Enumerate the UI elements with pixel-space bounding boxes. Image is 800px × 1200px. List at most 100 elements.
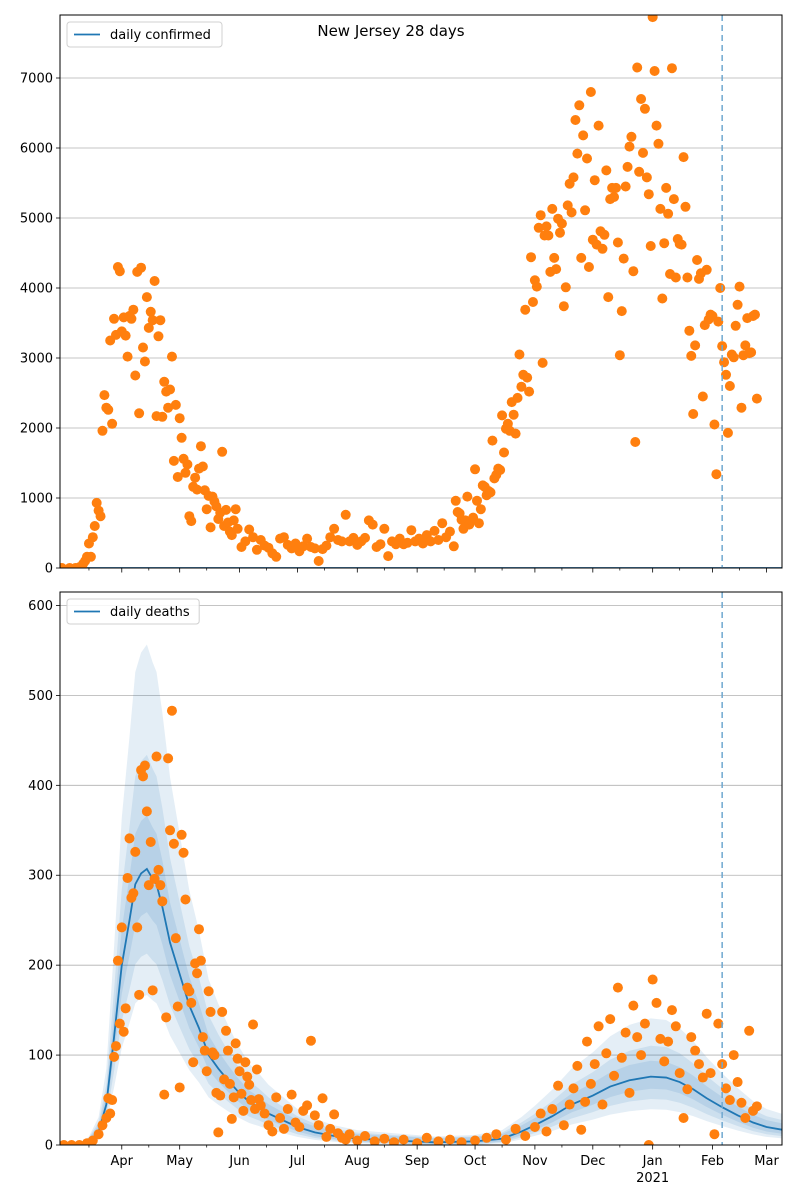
data-point bbox=[166, 351, 177, 362]
data-point bbox=[721, 1083, 732, 1094]
data-point bbox=[616, 1052, 627, 1063]
data-point bbox=[576, 1124, 587, 1135]
data-point bbox=[636, 94, 647, 104]
legend-box bbox=[66, 21, 223, 48]
data-point bbox=[585, 1078, 596, 1089]
data-point bbox=[508, 409, 519, 420]
data-point bbox=[128, 888, 139, 899]
data-point bbox=[574, 100, 585, 111]
chart-title: New Jersey 28 days bbox=[317, 22, 464, 40]
data-point bbox=[228, 1092, 239, 1103]
data-point bbox=[514, 349, 525, 360]
data-point bbox=[128, 304, 139, 315]
data-point bbox=[114, 266, 125, 277]
data-point bbox=[736, 402, 747, 413]
data-point bbox=[659, 238, 670, 249]
data-point bbox=[138, 342, 149, 353]
data-point bbox=[473, 518, 484, 529]
data-point bbox=[282, 1104, 293, 1115]
data-point bbox=[481, 1132, 492, 1143]
data-point bbox=[107, 418, 118, 429]
data-point bbox=[172, 472, 183, 482]
data-point bbox=[512, 392, 523, 403]
data-point bbox=[388, 1137, 399, 1145]
data-point bbox=[736, 1097, 747, 1108]
data-point bbox=[238, 1105, 249, 1116]
data-point bbox=[614, 350, 625, 361]
data-point bbox=[205, 1006, 216, 1017]
data-point bbox=[244, 1079, 255, 1090]
data-point bbox=[728, 352, 739, 363]
data-point bbox=[651, 120, 662, 131]
data-point bbox=[109, 1051, 120, 1062]
confirmed-chart-panel: 0 1000 2000 3000 4000 5000 6000 7000 New Jersey … bbox=[20, 14, 783, 577]
data-point bbox=[624, 141, 635, 152]
data-point bbox=[522, 372, 533, 383]
data-point bbox=[690, 1045, 701, 1056]
data-point bbox=[398, 1134, 409, 1145]
data-point bbox=[541, 221, 552, 232]
data-point bbox=[616, 306, 627, 317]
data-point bbox=[182, 459, 193, 470]
data-point bbox=[732, 1077, 743, 1088]
data-point bbox=[379, 1133, 390, 1144]
data-point bbox=[165, 384, 176, 395]
y-tick-label: 1000 bbox=[20, 492, 53, 507]
data-point bbox=[636, 1050, 647, 1061]
data-point bbox=[313, 1120, 324, 1131]
data-point bbox=[678, 152, 689, 163]
data-point bbox=[201, 1066, 212, 1077]
data-point bbox=[549, 252, 560, 263]
data-point bbox=[697, 391, 708, 402]
data-point bbox=[120, 1003, 131, 1014]
data-point bbox=[60, 1140, 69, 1145]
data-point bbox=[120, 330, 131, 341]
data-point bbox=[649, 66, 660, 76]
data-point bbox=[475, 504, 486, 515]
data-point bbox=[497, 410, 508, 421]
data-point bbox=[680, 201, 691, 212]
data-point bbox=[589, 175, 600, 186]
data-point bbox=[336, 536, 347, 547]
data-point bbox=[222, 1045, 233, 1056]
data-point bbox=[655, 203, 666, 214]
data-point bbox=[541, 1126, 552, 1137]
y-tick-label: 0 bbox=[45, 562, 53, 577]
data-point bbox=[634, 166, 645, 177]
data-point bbox=[433, 1136, 444, 1145]
data-point bbox=[122, 351, 133, 362]
data-point bbox=[622, 161, 633, 172]
data-point bbox=[145, 306, 156, 317]
data-point bbox=[383, 551, 394, 562]
data-point bbox=[221, 504, 232, 515]
data-point bbox=[684, 325, 695, 336]
data-point bbox=[271, 551, 282, 562]
data-point bbox=[234, 1066, 245, 1077]
data-point bbox=[605, 1014, 616, 1025]
data-point bbox=[286, 1089, 297, 1100]
data-point bbox=[655, 1033, 666, 1044]
x-tick-label: Nov bbox=[522, 1154, 548, 1169]
data-point bbox=[582, 1036, 593, 1047]
data-point bbox=[651, 997, 662, 1008]
data-point bbox=[572, 148, 583, 159]
data-point bbox=[499, 447, 510, 458]
data-point bbox=[500, 1134, 511, 1145]
uncertainty-band bbox=[60, 754, 782, 1145]
data-point bbox=[711, 469, 722, 480]
data-point bbox=[352, 1135, 363, 1145]
data-point bbox=[639, 103, 650, 114]
data-point bbox=[724, 1095, 735, 1106]
data-point bbox=[267, 1126, 278, 1137]
data-point bbox=[610, 182, 621, 193]
data-point bbox=[294, 1122, 305, 1133]
data-point bbox=[139, 356, 150, 367]
data-point bbox=[180, 467, 191, 478]
data-point bbox=[487, 435, 498, 446]
data-point bbox=[425, 536, 436, 547]
data-point bbox=[705, 1068, 716, 1079]
data-point bbox=[163, 753, 174, 764]
data-point bbox=[547, 203, 558, 214]
data-point bbox=[109, 313, 120, 324]
data-point bbox=[122, 872, 133, 883]
